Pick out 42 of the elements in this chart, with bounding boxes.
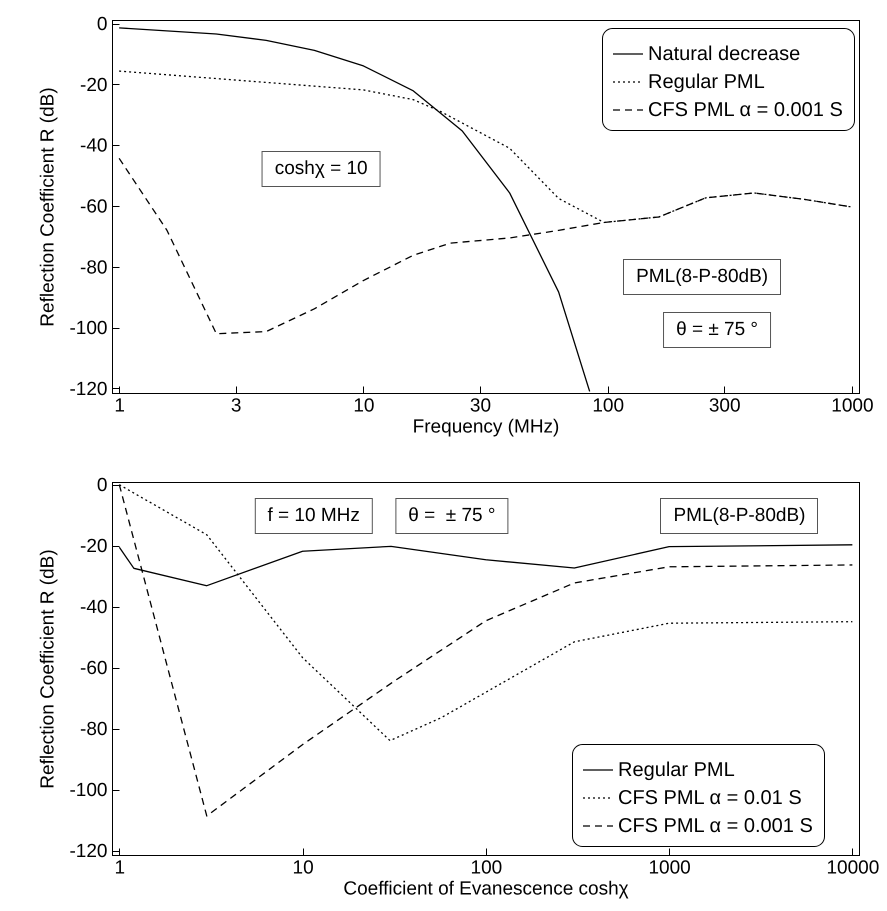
x-axis-title: Frequency (MHz) [412, 416, 560, 438]
y-tick-label: -120 [69, 378, 108, 400]
annotation: PML(8-P-80dB) [623, 259, 782, 296]
x-tick-label: 1 [114, 396, 125, 416]
y-tick-label: -20 [80, 74, 108, 96]
annotation: θ = ± 75 ° [395, 498, 508, 534]
x-tick-label: 10 [292, 858, 314, 878]
legend-label: CFS PML α = 0.001 S [648, 99, 843, 121]
x-tick-label: 1000 [648, 858, 691, 878]
y-tick-label: -60 [80, 196, 108, 218]
x-tick-label: 10 [353, 396, 374, 416]
x-tick-label: 100 [592, 396, 624, 416]
legend-label: CFS PML α = 0.001 S [618, 815, 813, 837]
y-axis-title: Reflection Coefficient R (dB) [37, 549, 58, 789]
y-tick-label: -60 [80, 658, 108, 680]
legend-label: CFS PML α = 0.01 S [618, 787, 802, 809]
x-tick-label: 300 [708, 396, 741, 416]
x-tick-label: 10000 [826, 858, 880, 878]
y-tick-label: 0 [96, 14, 108, 36]
x-tick-label: 1000 [831, 396, 874, 416]
legend-label: Regular PML [648, 71, 765, 93]
y-tick-label: -80 [80, 257, 108, 278]
y-tick-label: -120 [69, 841, 108, 862]
legend-label: Regular PML [618, 759, 735, 781]
y-tick-label: -40 [80, 597, 108, 618]
x-tick-label: 30 [470, 396, 492, 416]
x-tick-label: 3 [230, 396, 242, 416]
legend-label: Natural decrease [648, 43, 800, 65]
y-axis-title: Reflection Coefficient R (dB) [37, 87, 58, 327]
annotation: f = 10 MHz [254, 498, 373, 534]
x-tick-label: 1 [114, 858, 126, 878]
annotation: coshχ = 10 [262, 151, 381, 188]
annotation: θ = ± 75 ° [663, 312, 772, 348]
x-axis-title: Coefficient of Evanescence coshχ [343, 878, 629, 900]
y-tick-label: -40 [80, 136, 108, 157]
y-tick-label: -100 [69, 780, 108, 802]
annotation: PML(8-P-80dB) [660, 498, 818, 534]
y-tick-label: -100 [69, 318, 108, 340]
y-tick-label: 0 [96, 475, 108, 496]
y-tick-label: -20 [80, 536, 108, 558]
y-tick-label: -80 [80, 719, 108, 740]
x-tick-label: 100 [470, 858, 502, 878]
